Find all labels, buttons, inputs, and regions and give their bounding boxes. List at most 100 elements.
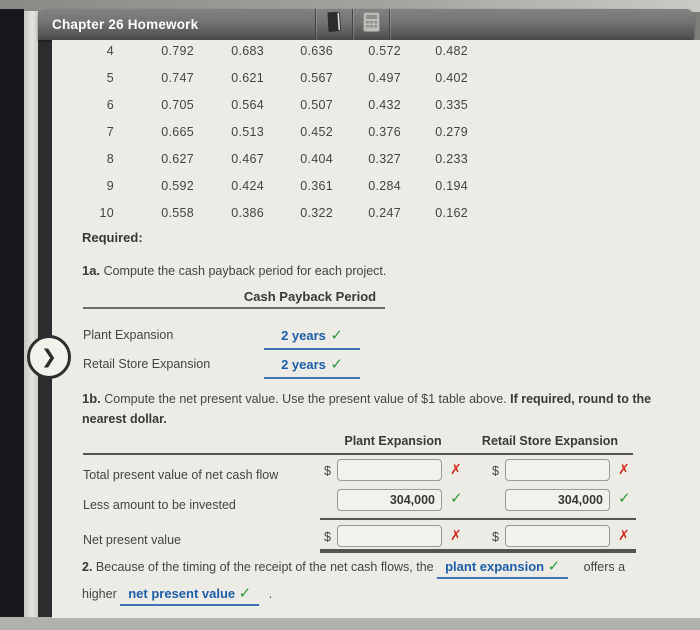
question-2-period: .: [268, 587, 273, 601]
pv-factor: 0.467: [231, 151, 264, 166]
pv-year: 4: [106, 43, 114, 58]
npv-invested-plant-input[interactable]: [337, 489, 442, 511]
correct-check-icon: ✓: [547, 558, 561, 575]
question-1b-prompt: 1b. Compute the net present value. Use t…: [82, 389, 694, 429]
incorrect-cross-icon: ✗: [450, 461, 462, 477]
calculator-button[interactable]: [353, 9, 389, 40]
homework-content-panel: 4 0.792 0.683 0.636 0.572 0.482 5 0.747 …: [52, 40, 700, 618]
pv-factor: 0.621: [231, 70, 264, 85]
pv-factor: 0.327: [368, 151, 401, 166]
table-row: 8 0.627 0.467 0.404 0.327 0.233: [52, 145, 468, 172]
correct-check-icon: ✓: [238, 585, 252, 602]
pv-factor: 0.627: [161, 151, 194, 166]
pv-factor: 0.497: [368, 70, 401, 85]
pv-factor: 0.279: [435, 124, 468, 139]
question-2-text: offers a: [583, 560, 626, 574]
book-icon: [324, 11, 344, 38]
chevron-right-icon: ❯: [41, 346, 57, 368]
calculator-icon: [362, 12, 380, 37]
present-value-table: 4 0.792 0.683 0.636 0.572 0.482 5 0.747 …: [52, 40, 468, 226]
toolbar-divider: [352, 9, 353, 40]
currency-symbol: $: [492, 530, 499, 544]
pv-factor: 0.404: [300, 151, 333, 166]
pv-factor: 0.482: [435, 43, 468, 58]
pv-factor: 0.683: [231, 43, 264, 58]
page-left-edge: [24, 11, 38, 619]
next-page-button[interactable]: ❯: [27, 335, 71, 379]
pv-factor: 0.432: [368, 97, 401, 112]
currency-symbol: $: [324, 530, 331, 544]
pv-factor: 0.376: [368, 124, 401, 139]
incorrect-cross-icon: ✗: [450, 527, 462, 543]
ebook-button[interactable]: [316, 9, 352, 40]
window-titlebar: Chapter 26 Homework: [38, 9, 694, 40]
screen-left-bezel: [0, 9, 24, 623]
page-title: Chapter 26 Homework: [52, 17, 199, 32]
pv-year: 8: [106, 151, 114, 166]
correct-check-icon: ✓: [330, 356, 343, 373]
correct-check-icon: ✓: [618, 490, 631, 507]
question-1a-prompt: 1a. Compute the cash payback period for …: [82, 263, 386, 278]
question-2-line2: higher net present value ✓ .: [82, 586, 272, 606]
npv-net-plant-input[interactable]: [337, 525, 442, 547]
pv-factor: 0.284: [368, 178, 401, 193]
correct-check-icon: ✓: [450, 490, 463, 507]
npv-total-pv-retail-input[interactable]: [505, 459, 610, 481]
pv-factor: 0.452: [300, 124, 333, 139]
incorrect-cross-icon: ✗: [618, 527, 630, 543]
currency-symbol: $: [492, 464, 499, 478]
pv-factor: 0.572: [368, 43, 401, 58]
npv-total-pv-plant-input[interactable]: [337, 459, 442, 481]
question-1a-number: 1a.: [82, 263, 101, 278]
pv-year: 5: [106, 70, 114, 85]
question-1b-text: Compute the net present value. Use the p…: [104, 392, 507, 406]
answer-text: 2 years: [281, 328, 326, 343]
pv-factor: 0.386: [231, 205, 264, 220]
pv-factor: 0.792: [161, 43, 194, 58]
pv-factor: 0.665: [161, 124, 194, 139]
pv-factor: 0.564: [231, 97, 264, 112]
pv-factor: 0.592: [161, 178, 194, 193]
pv-year: 7: [106, 124, 114, 139]
question-2-number: 2.: [82, 560, 93, 574]
pv-year: 10: [99, 205, 114, 220]
npv-total-double-rule: [320, 549, 636, 553]
pv-factor: 0.361: [300, 178, 333, 193]
pv-factor: 0.194: [435, 178, 468, 193]
pv-factor: 0.636: [300, 43, 333, 58]
npv-row-label: Total present value of net cash flow: [83, 468, 279, 482]
pv-factor: 0.567: [300, 70, 333, 85]
answer-text: net present value: [128, 586, 236, 601]
cash-payback-header-rule: [83, 307, 385, 309]
npv-invested-retail-input[interactable]: [505, 489, 610, 511]
window-left-border: [38, 38, 52, 618]
q2-dropdown-answer-project[interactable]: plant expansion ✓: [437, 558, 569, 579]
npv-header-rule: [83, 453, 633, 455]
pv-factor: 0.233: [435, 151, 468, 166]
npv-column-header-plant: Plant Expansion: [344, 434, 442, 448]
table-row: 9 0.592 0.424 0.361 0.284 0.194: [52, 172, 468, 199]
table-row: 7 0.665 0.513 0.452 0.376 0.279: [52, 118, 468, 145]
cash-payback-row-label: Retail Store Expansion: [83, 357, 211, 371]
npv-column-header-retail: Retail Store Expansion: [481, 434, 619, 448]
cash-payback-answer-plant[interactable]: 2 years ✓: [264, 327, 360, 350]
pv-year: 9: [106, 178, 114, 193]
cash-payback-row-label: Plant Expansion: [83, 328, 174, 342]
table-row: 6 0.705 0.564 0.507 0.432 0.335: [52, 91, 468, 118]
pv-factor: 0.558: [161, 205, 194, 220]
pv-factor: 0.747: [161, 70, 194, 85]
npv-row-label: Less amount to be invested: [83, 498, 236, 512]
npv-subtotal-rule: [320, 518, 636, 520]
pv-factor: 0.162: [435, 205, 468, 220]
cash-payback-answer-retail[interactable]: 2 years ✓: [264, 356, 360, 379]
toolbar-divider: [389, 9, 390, 40]
correct-check-icon: ✓: [330, 327, 343, 344]
npv-row-label: Net present value: [83, 533, 181, 547]
pv-factor: 0.507: [300, 97, 333, 112]
npv-net-retail-input[interactable]: [505, 525, 610, 547]
incorrect-cross-icon: ✗: [618, 461, 630, 477]
q2-dropdown-answer-metric[interactable]: net present value ✓: [120, 585, 260, 606]
pv-factor: 0.247: [368, 205, 401, 220]
table-row: 5 0.747 0.621 0.567 0.497 0.402: [52, 64, 468, 91]
table-row: 10 0.558 0.386 0.322 0.247 0.162: [52, 199, 468, 226]
